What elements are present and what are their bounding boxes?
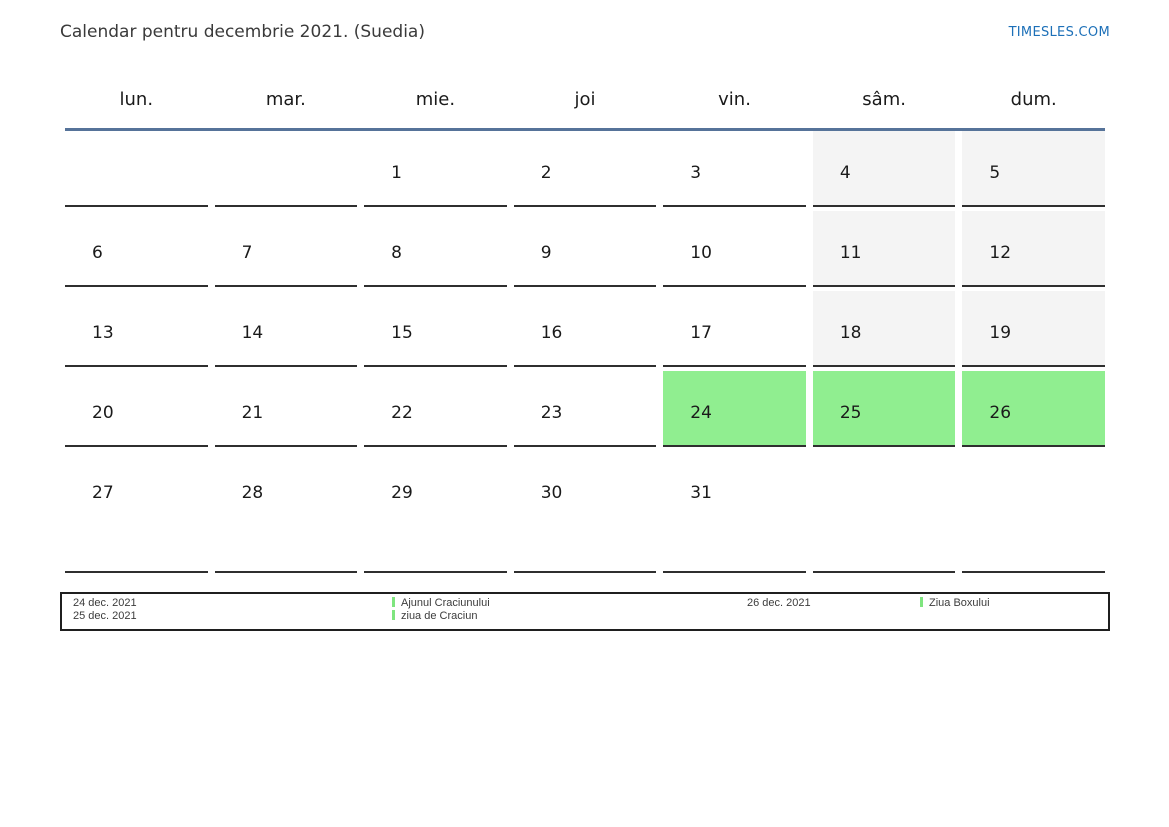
weekday-header-dum: dum. xyxy=(1010,88,1057,110)
header-divider xyxy=(65,128,1105,131)
day-number: 29 xyxy=(391,483,413,503)
weekday-header-lun: lun. xyxy=(119,88,154,110)
day-cell-14: 14 xyxy=(214,291,358,367)
day-number: 20 xyxy=(92,403,114,423)
day-cell-31: 31 xyxy=(663,451,806,573)
day-number: 1 xyxy=(391,163,402,183)
day-cell-9: 9 xyxy=(513,211,657,287)
holiday-marker-icon xyxy=(392,597,395,607)
empty-day-cell xyxy=(214,131,358,207)
day-number: 11 xyxy=(839,243,862,263)
day-cell-27: 27 xyxy=(65,451,208,573)
day-cell-4: 4 xyxy=(812,131,956,207)
day-number: 6 xyxy=(92,243,103,263)
day-number: 26 xyxy=(989,403,1012,423)
legend-date-line: 26 dec. 2021 xyxy=(747,597,811,609)
legend-date-line: 24 dec. 2021 xyxy=(73,597,137,609)
day-number: 18 xyxy=(839,323,862,343)
day-number: 22 xyxy=(391,403,413,423)
day-number: 30 xyxy=(540,483,563,503)
day-number: 9 xyxy=(540,243,552,263)
day-cell-25: 25 xyxy=(812,371,956,447)
day-cell-15: 15 xyxy=(364,291,507,367)
day-number: 17 xyxy=(690,323,712,343)
day-cell-7: 7 xyxy=(214,211,358,287)
day-cell-22: 22 xyxy=(364,371,507,447)
day-cell-29: 29 xyxy=(364,451,507,573)
day-cell-2: 2 xyxy=(513,131,657,207)
day-cell-11: 11 xyxy=(812,211,956,287)
weekday-header-row: lun. mar. mie. joi vin. sâm. dum. xyxy=(65,70,1105,128)
day-cell-8: 8 xyxy=(364,211,507,287)
weekday-header-mie: mie. xyxy=(415,88,456,110)
day-cell-24: 24 xyxy=(663,371,806,447)
empty-day-cell xyxy=(812,451,956,573)
legend-names: Ajunul Craciunului ziua de Craciun xyxy=(392,597,490,622)
day-number: 24 xyxy=(690,403,712,423)
legend-name-line: Ziua Boxului xyxy=(920,597,990,610)
day-cell-3: 3 xyxy=(663,131,806,207)
day-cell-19: 19 xyxy=(962,291,1105,367)
day-number: 3 xyxy=(690,163,702,183)
day-number: 14 xyxy=(241,323,264,343)
day-number: 27 xyxy=(92,483,114,503)
day-number: 4 xyxy=(839,163,851,183)
day-number: 2 xyxy=(540,163,552,183)
day-number: 10 xyxy=(690,243,712,263)
day-number: 7 xyxy=(241,243,253,263)
day-cell-10: 10 xyxy=(663,211,806,287)
day-number: 19 xyxy=(989,323,1012,343)
weekday-header-mar: mar. xyxy=(265,88,306,110)
day-cell-18: 18 xyxy=(812,291,956,367)
day-number: 25 xyxy=(839,403,862,423)
day-cell-12: 12 xyxy=(962,211,1105,287)
weekday-header-vin: vin. xyxy=(718,88,751,110)
calendar: lun. mar. mie. joi vin. sâm. dum. 1 2 3 4 5 6 7 8 9 10 1… xyxy=(65,70,1105,573)
day-number: 21 xyxy=(241,403,264,423)
day-cell-20: 20 xyxy=(65,371,208,447)
brand-link[interactable]: TIMESLES.COM xyxy=(1008,25,1110,40)
legend-names: Ziua Boxului xyxy=(920,597,990,610)
page-title: Calendar pentru decembrie 2021. (Suedia) xyxy=(60,22,425,42)
legend-dates: 24 dec. 2021 25 dec. 2021 xyxy=(73,597,137,622)
day-number: 13 xyxy=(92,323,114,343)
legend-name-line: Ajunul Craciunului xyxy=(392,597,490,610)
day-number: 12 xyxy=(989,243,1012,263)
legend-name-line: ziua de Craciun xyxy=(392,609,490,623)
day-cell-28: 28 xyxy=(214,451,358,573)
day-cell-13: 13 xyxy=(65,291,208,367)
day-cell-21: 21 xyxy=(214,371,358,447)
day-cell-5: 5 xyxy=(962,131,1105,207)
day-number: 5 xyxy=(989,163,1001,183)
day-cell-17: 17 xyxy=(663,291,806,367)
day-number: 23 xyxy=(540,403,563,423)
weekday-header-sâm: sâm. xyxy=(862,88,906,110)
day-cell-23: 23 xyxy=(513,371,657,447)
day-cell-6: 6 xyxy=(65,211,208,287)
empty-day-cell xyxy=(65,131,208,207)
day-cell-16: 16 xyxy=(513,291,657,367)
empty-day-cell xyxy=(962,451,1105,573)
day-cell-30: 30 xyxy=(513,451,657,573)
day-cell-1: 1 xyxy=(364,131,507,207)
day-number: 15 xyxy=(391,323,413,343)
day-cell-26: 26 xyxy=(962,371,1105,447)
day-number: 31 xyxy=(690,483,712,503)
calendar-grid: 1 2 3 4 5 6 7 8 9 10 11 12 13 14 15 16 17 18 19 20 21 22 23 24 2… xyxy=(65,131,1105,573)
legend: 24 dec. 2021 25 dec. 2021 Ajunul Craciunul… xyxy=(60,592,1110,631)
holiday-marker-icon xyxy=(392,609,395,620)
weekday-header-joi: joi xyxy=(574,88,596,110)
day-number: 28 xyxy=(241,483,264,503)
legend-date-line: 25 dec. 2021 xyxy=(73,609,137,622)
day-number: 8 xyxy=(391,243,402,263)
day-number: 16 xyxy=(540,323,563,343)
legend-dates: 26 dec. 2021 xyxy=(747,597,811,610)
holiday-marker-icon xyxy=(920,597,923,607)
